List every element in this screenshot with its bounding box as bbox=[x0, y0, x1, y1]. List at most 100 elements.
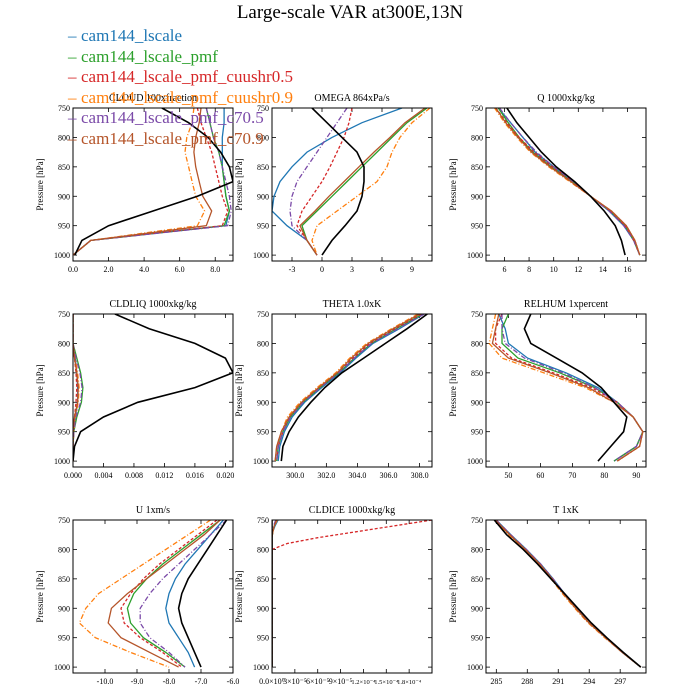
y-tick-label: 750 bbox=[58, 516, 70, 525]
x-tick-label: 0.004 bbox=[94, 471, 112, 480]
series-line bbox=[493, 520, 642, 668]
y-tick-label: 900 bbox=[257, 398, 269, 407]
y-tick-label: 800 bbox=[471, 339, 483, 348]
y-tick-label: 800 bbox=[257, 545, 269, 554]
y-tick-label: 950 bbox=[257, 428, 269, 437]
y-tick-label: 800 bbox=[58, 133, 70, 142]
panel-title: CLDICE 1000xkg/kg bbox=[309, 505, 395, 516]
series-line bbox=[276, 314, 424, 462]
x-tick-label: 306.0 bbox=[380, 471, 398, 480]
y-axis-label: Pressure [hPa] bbox=[448, 364, 458, 416]
x-tick-label: 2.0 bbox=[104, 265, 114, 274]
legend-item: – cam144_lscale_pmf bbox=[68, 47, 293, 68]
panel-frame bbox=[271, 313, 433, 468]
series-line bbox=[272, 520, 278, 668]
x-tick-label: 0.012 bbox=[155, 471, 173, 480]
obs-line bbox=[493, 520, 642, 668]
series-line bbox=[276, 314, 425, 462]
series-line bbox=[73, 314, 79, 462]
legend-item: – cam144_lscale_pmf_c70.5 bbox=[68, 108, 293, 129]
legend-swatch: – bbox=[68, 26, 77, 45]
series-line bbox=[491, 314, 644, 462]
x-tick-label: 9 bbox=[410, 265, 414, 274]
x-tick-label: 8.0 bbox=[210, 265, 220, 274]
y-tick-label: 1000 bbox=[253, 457, 269, 466]
y-axis-label: Pressure [hPa] bbox=[234, 158, 244, 210]
x-tick-label: 1.5×10⁻⁴ bbox=[374, 679, 399, 686]
series-line bbox=[498, 314, 644, 462]
x-tick-label: 9×10⁻⁵ bbox=[329, 677, 353, 686]
y-tick-label: 750 bbox=[471, 310, 483, 319]
panel-frame bbox=[485, 107, 647, 262]
series-line bbox=[301, 108, 428, 256]
series-line bbox=[289, 108, 348, 256]
legend-label: cam144_lscale bbox=[81, 26, 183, 45]
x-tick-label: 297 bbox=[614, 677, 626, 686]
obs-line bbox=[523, 314, 628, 462]
y-tick-label: 800 bbox=[58, 545, 70, 554]
y-axis-label: Pressure [hPa] bbox=[35, 364, 45, 416]
series-line bbox=[311, 108, 431, 256]
y-tick-label: 950 bbox=[471, 634, 483, 643]
series-line bbox=[488, 314, 644, 462]
series-line bbox=[277, 314, 425, 462]
series-line bbox=[276, 314, 422, 462]
figure-title: Large-scale VAR at300E,13N bbox=[236, 2, 464, 23]
y-tick-label: 850 bbox=[257, 163, 269, 172]
x-tick-label: 4.0 bbox=[139, 265, 149, 274]
legend-swatch: – bbox=[68, 108, 77, 127]
legend-swatch: – bbox=[68, 46, 77, 66]
panel-frame bbox=[271, 107, 433, 262]
x-tick-label: 308.0 bbox=[411, 471, 429, 480]
x-tick-label: 0.0×10⁰ bbox=[259, 677, 285, 686]
y-tick-label: 1000 bbox=[253, 251, 269, 260]
y-axis-label: Pressure [hPa] bbox=[35, 570, 45, 622]
obs-line bbox=[506, 108, 626, 256]
x-tick-label: 90 bbox=[632, 471, 640, 480]
legend-label: cam144_lscale_pmf_cuushr0.5 bbox=[81, 67, 293, 86]
series-line bbox=[495, 108, 641, 256]
y-tick-label: 750 bbox=[471, 104, 483, 113]
legend-item: – cam144_lscale_pmf_cuushr0.5 bbox=[68, 67, 293, 88]
x-tick-label: 70 bbox=[568, 471, 576, 480]
panel-frame bbox=[485, 519, 647, 674]
obs-line bbox=[74, 108, 233, 256]
x-tick-label: 3×10⁻⁵ bbox=[283, 677, 307, 686]
x-tick-label: 0.008 bbox=[125, 471, 143, 480]
legend-item: – cam144_lscale bbox=[68, 26, 293, 47]
y-axis-label: Pressure [hPa] bbox=[234, 570, 244, 622]
panel-title: THETA 1.0xK bbox=[323, 299, 382, 310]
y-tick-label: 750 bbox=[471, 516, 483, 525]
x-tick-label: -10.0 bbox=[97, 677, 114, 686]
y-tick-label: 800 bbox=[471, 133, 483, 142]
x-tick-label: 10 bbox=[550, 265, 558, 274]
obs-line bbox=[177, 520, 228, 668]
y-tick-label: 750 bbox=[257, 516, 269, 525]
y-axis-label: Pressure [hPa] bbox=[448, 158, 458, 210]
y-tick-label: 950 bbox=[257, 222, 269, 231]
x-tick-label: 3 bbox=[350, 265, 354, 274]
series-line bbox=[272, 520, 279, 668]
x-tick-label: 300.0 bbox=[286, 471, 304, 480]
x-tick-label: 0.000 bbox=[64, 471, 82, 480]
y-tick-label: 850 bbox=[257, 369, 269, 378]
panel-frame bbox=[485, 313, 647, 468]
panel-frame bbox=[72, 313, 234, 468]
series-line bbox=[126, 520, 221, 668]
y-tick-label: 950 bbox=[58, 428, 70, 437]
series-line bbox=[78, 520, 211, 668]
y-tick-label: 900 bbox=[471, 192, 483, 201]
x-tick-label: 302.0 bbox=[317, 471, 335, 480]
series-line bbox=[501, 314, 644, 462]
legend-label: cam144_lscale_pmf_c70.5 bbox=[81, 108, 264, 127]
legend-swatch: – bbox=[68, 67, 77, 86]
y-tick-label: 750 bbox=[257, 104, 269, 113]
panel-frame bbox=[72, 107, 234, 262]
legend-swatch: – bbox=[68, 87, 77, 107]
series-line bbox=[296, 108, 353, 256]
y-tick-label: 900 bbox=[58, 604, 70, 613]
y-tick-label: 850 bbox=[471, 163, 483, 172]
legend-item: – cam144_lscale_pmf_c70.9 bbox=[68, 129, 293, 150]
series-line bbox=[73, 108, 206, 256]
